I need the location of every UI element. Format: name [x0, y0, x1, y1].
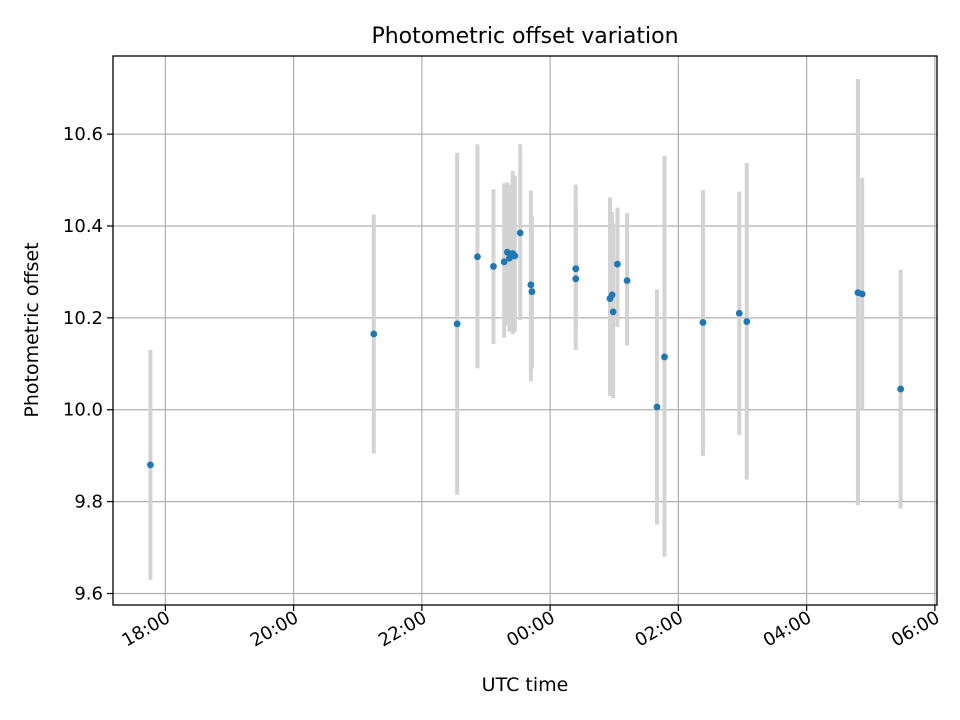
data-point: [609, 308, 617, 316]
data-point: [511, 252, 519, 260]
y-tick-label: 9.8: [74, 492, 103, 513]
y-tick-label: 10.0: [63, 400, 103, 421]
data-point: [623, 277, 631, 285]
data-point: [527, 281, 535, 289]
y-axis-label: Photometric offset: [21, 242, 43, 417]
data-point: [516, 229, 524, 237]
data-point: [608, 291, 616, 299]
data-point: [897, 385, 905, 393]
y-tick-label: 9.6: [74, 584, 103, 605]
data-point: [528, 288, 536, 296]
data-point: [858, 290, 866, 298]
data-points: [147, 229, 905, 469]
data-point: [503, 248, 511, 256]
data-point: [661, 353, 668, 361]
data-point: [572, 265, 580, 273]
data-point: [370, 330, 378, 338]
data-point: [699, 319, 707, 326]
grid: [113, 56, 937, 605]
data-point: [500, 258, 508, 266]
x-axis-label: UTC time: [482, 674, 569, 696]
y-axis: 9.6 9.8 10.0 10.2 10.4 10.6: [63, 124, 113, 605]
y-tick-label: 10.4: [63, 216, 103, 237]
plot-frame: [112, 55, 938, 606]
data-point: [653, 403, 661, 411]
data-point: [735, 309, 743, 317]
data-point: [453, 320, 461, 328]
data-point: [474, 253, 481, 261]
data-point: [743, 318, 751, 325]
data-point: [490, 263, 497, 270]
y-tick-label: 10.6: [63, 124, 103, 145]
data-point: [147, 461, 154, 469]
data-point: [614, 260, 621, 268]
y-tick-label: 10.2: [63, 308, 103, 329]
data-point: [572, 275, 580, 283]
chart-title: Photometric offset variation: [371, 24, 678, 49]
